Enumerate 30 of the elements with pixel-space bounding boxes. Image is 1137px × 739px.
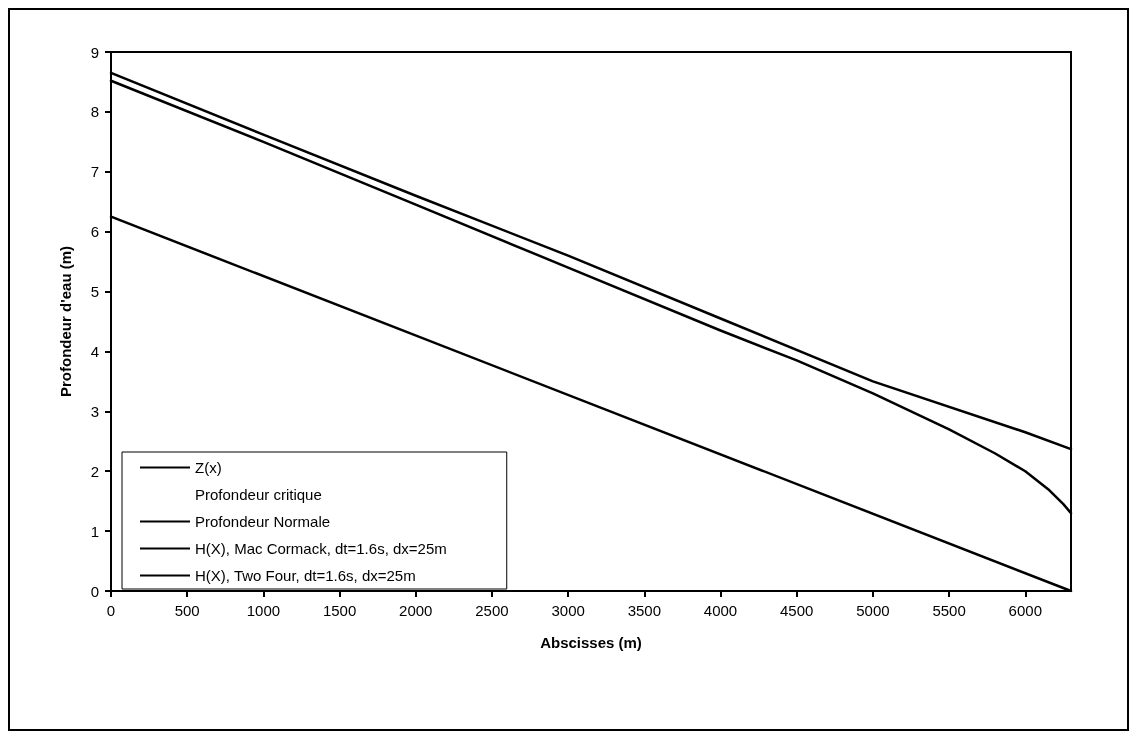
y-tick-label: 6 bbox=[90, 223, 99, 241]
x-tick-label: 5500 bbox=[932, 602, 966, 619]
x-tick-label: 4500 bbox=[780, 602, 814, 619]
y-tick-label: 9 bbox=[90, 43, 99, 61]
x-tick-label: 3000 bbox=[551, 602, 585, 619]
x-tick-label: 3500 bbox=[627, 602, 662, 619]
x-tick-label: 2500 bbox=[475, 602, 509, 619]
y-tick-label: 2 bbox=[90, 462, 99, 480]
x-tick-label: 0 bbox=[106, 602, 116, 619]
x-tick-label: 2000 bbox=[399, 602, 433, 619]
x-tick-label: 5000 bbox=[856, 602, 890, 619]
y-tick-label: 1 bbox=[90, 522, 99, 540]
x-tick-label: 1500 bbox=[322, 602, 357, 619]
y-tick-label: 7 bbox=[90, 163, 99, 181]
y-tick-label: 4 bbox=[90, 342, 99, 360]
y-tick-label: 8 bbox=[90, 103, 99, 121]
y-tick-label: 5 bbox=[90, 283, 99, 301]
x-axis-title: Abscisses (m) bbox=[540, 634, 642, 651]
y-tick-label: 3 bbox=[90, 402, 99, 420]
y-axis-title: Profondeur d'eau (m) bbox=[57, 245, 74, 398]
legend-label: H(X), Mac Cormack, dt=1.6s, dx=25m bbox=[195, 540, 447, 557]
text: Profondeur critique bbox=[195, 486, 322, 503]
x-tick-label: 6000 bbox=[1008, 602, 1042, 619]
x-tick-label: 500 bbox=[174, 602, 200, 619]
legend-label: Profondeur Normale bbox=[195, 513, 331, 530]
legend-label: Z(x) bbox=[195, 459, 222, 476]
x-tick-label: 4000 bbox=[703, 602, 738, 619]
x-tick-label: 1000 bbox=[246, 602, 281, 619]
legend-label: H(X), Two Four, dt=1.6s, dx=25m bbox=[195, 567, 416, 584]
y-tick-label: 0 bbox=[90, 582, 99, 600]
